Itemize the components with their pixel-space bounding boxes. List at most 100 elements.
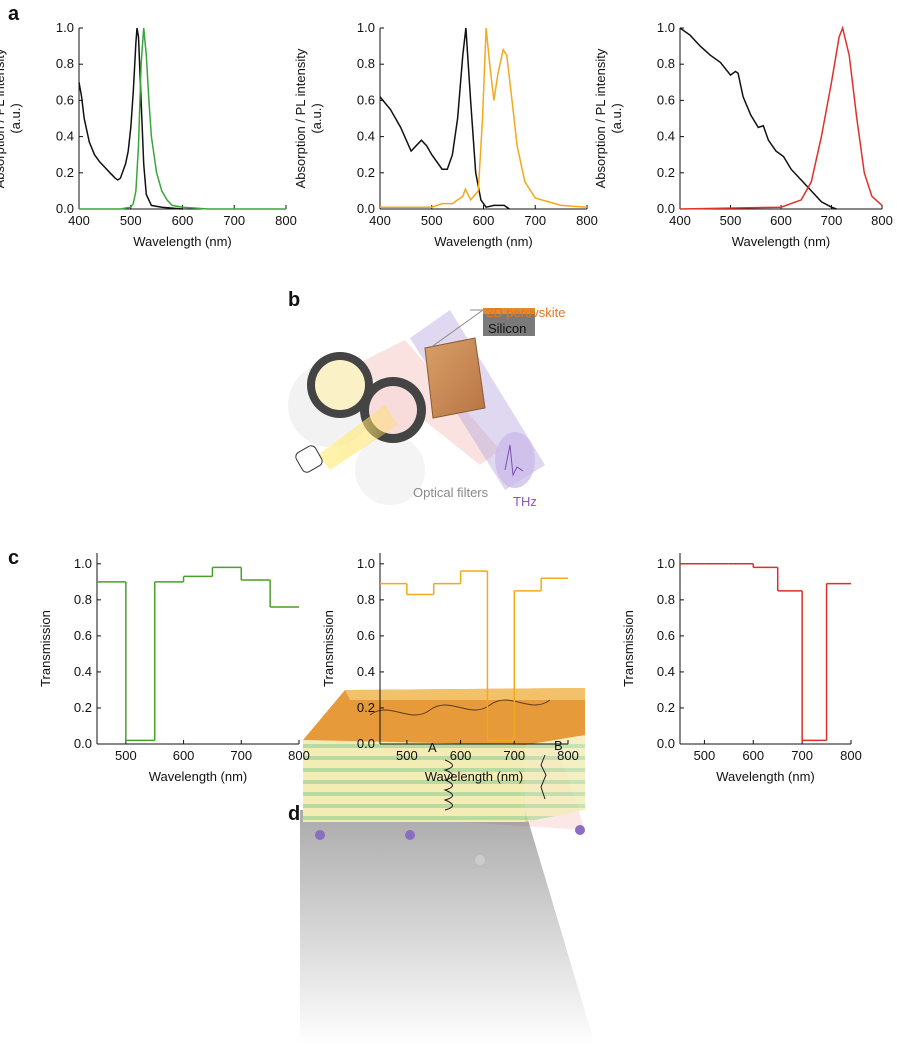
x-tick-label: 600	[173, 748, 195, 763]
device-diagram: A B	[300, 688, 595, 1045]
y-axis-title: Transmission	[38, 610, 53, 687]
y-axis-title: Absorption / PL intensity	[593, 48, 608, 188]
y-tick-label: 1.0	[56, 20, 74, 35]
y-tick-label: 1.0	[74, 556, 92, 571]
x-tick-label: 700	[791, 748, 813, 763]
panel-label: c	[8, 547, 19, 569]
y-tick-label: 0.2	[357, 700, 375, 715]
y-tick-label: 0.0	[357, 201, 375, 216]
y-tick-label: 1.0	[357, 20, 375, 35]
y-tick-label: 0.2	[357, 165, 375, 180]
y-tick-label: 0.6	[74, 628, 92, 643]
x-tick-label: 800	[871, 213, 893, 228]
y-tick-label: 0.0	[56, 201, 74, 216]
y-tick-label: 0.8	[657, 592, 675, 607]
x-axis-title: Wavelength (nm)	[149, 769, 248, 784]
x-axis-title: Wavelength (nm)	[434, 234, 533, 249]
chart: 0.0 0.2 0.4 0.6 0.8 1.0 500 600 700 800 Wavelength…	[321, 553, 579, 784]
y-tick-label: 0.8	[357, 592, 375, 607]
y-tick-label: 0.4	[56, 129, 74, 144]
x-tick-label: 500	[396, 748, 418, 763]
y-tick-label: 0.4	[657, 129, 675, 144]
path-label: A	[428, 740, 437, 755]
x-tick-label: 700	[524, 213, 546, 228]
x-tick-label: 800	[840, 748, 862, 763]
y-axis-title: (a.u.)	[609, 103, 624, 133]
y-tick-label: 0.6	[657, 628, 675, 643]
y-axis-title: Absorption / PL intensity	[0, 48, 7, 188]
y-tick-label: 0.4	[657, 664, 675, 679]
y-tick-label: 0.0	[657, 201, 675, 216]
x-tick-label: 600	[742, 748, 764, 763]
y-tick-label: 0.0	[657, 736, 675, 751]
chart: 0.0 0.2 0.4 0.6 0.8 1.0 500 600 700 800 Wavelength…	[621, 553, 862, 784]
y-tick-label: 0.6	[56, 92, 74, 107]
x-tick-label: 700	[223, 213, 245, 228]
x-tick-label: 600	[770, 213, 792, 228]
y-tick-label: 0.6	[657, 92, 675, 107]
y-tick-label: 0.6	[357, 92, 375, 107]
y-tick-label: 0.4	[74, 664, 92, 679]
x-tick-label: 500	[115, 748, 137, 763]
y-tick-label: 1.0	[657, 556, 675, 571]
data-line	[379, 27, 510, 210]
x-tick-label: 800	[288, 748, 310, 763]
x-tick-label: 500	[120, 213, 142, 228]
x-tick-label: 600	[172, 213, 194, 228]
y-tick-label: 0.2	[56, 165, 74, 180]
y-tick-label: 0.8	[74, 592, 92, 607]
data-line	[78, 27, 183, 210]
data-line	[380, 27, 588, 208]
panel-label: b	[288, 289, 300, 311]
x-tick-label: 400	[669, 213, 691, 228]
panel-label: d	[288, 803, 300, 825]
x-tick-label: 500	[694, 748, 716, 763]
x-tick-label: 600	[473, 213, 495, 228]
y-tick-label: 0.8	[357, 56, 375, 71]
x-tick-label: 700	[503, 748, 525, 763]
y-tick-label: 0.2	[657, 165, 675, 180]
chart: 0.0 0.2 0.4 0.6 0.8 1.0 400 500 600 700 800 Wavelen…	[0, 20, 297, 249]
x-axis-title: Wavelength (nm)	[425, 769, 524, 784]
x-tick-label: 800	[557, 748, 579, 763]
chart: 0.0 0.2 0.4 0.6 0.8 1.0 500 600 700 800 Wavelength…	[38, 553, 310, 784]
data-line	[79, 27, 286, 210]
chart: 0.0 0.2 0.4 0.6 0.8 1.0 400 500 600 700 800 Wavelen…	[593, 20, 893, 249]
layer-label: 2D perovskite	[486, 305, 565, 320]
x-tick-label: 800	[576, 213, 598, 228]
y-tick-label: 0.6	[357, 628, 375, 643]
data-line	[679, 25, 883, 210]
x-tick-label: 500	[720, 213, 742, 228]
y-tick-label: 0.4	[357, 664, 375, 679]
x-tick-label: 800	[275, 213, 297, 228]
x-tick-label: 400	[369, 213, 391, 228]
x-axis-title: Wavelength (nm)	[716, 769, 815, 784]
y-axis-title: (a.u.)	[309, 103, 324, 133]
thz-label: THz	[513, 494, 537, 509]
x-tick-label: 700	[230, 748, 252, 763]
y-axis-title: Transmission	[621, 610, 636, 687]
y-tick-label: 0.8	[657, 56, 675, 71]
y-tick-label: 0.0	[74, 736, 92, 751]
panel-label: a	[8, 3, 20, 25]
y-axis-title: Transmission	[321, 610, 336, 687]
x-axis-title: Wavelength (nm)	[732, 234, 831, 249]
y-tick-label: 1.0	[357, 556, 375, 571]
data-line	[679, 27, 837, 210]
y-tick-label: 0.4	[357, 129, 375, 144]
y-tick-label: 0.2	[74, 700, 92, 715]
x-tick-label: 600	[450, 748, 472, 763]
x-tick-label: 400	[68, 213, 90, 228]
layer-label: Silicon	[488, 321, 526, 336]
y-tick-label: 0.8	[56, 56, 74, 71]
y-axis-title: Absorption / PL intensity	[293, 48, 308, 188]
setup-diagram: 2D perovskite Silicon Optical filters TH…	[288, 305, 565, 509]
x-axis-title: Wavelength (nm)	[133, 234, 232, 249]
filters-label: Optical filters	[413, 485, 489, 500]
x-tick-label: 500	[421, 213, 443, 228]
y-tick-label: 0.0	[357, 736, 375, 751]
y-axis-title: (a.u.)	[8, 103, 23, 133]
y-tick-label: 0.2	[657, 700, 675, 715]
path-label: B	[554, 738, 563, 753]
chart: 0.0 0.2 0.4 0.6 0.8 1.0 400 500 600 700 800 Wavelen…	[293, 20, 598, 249]
